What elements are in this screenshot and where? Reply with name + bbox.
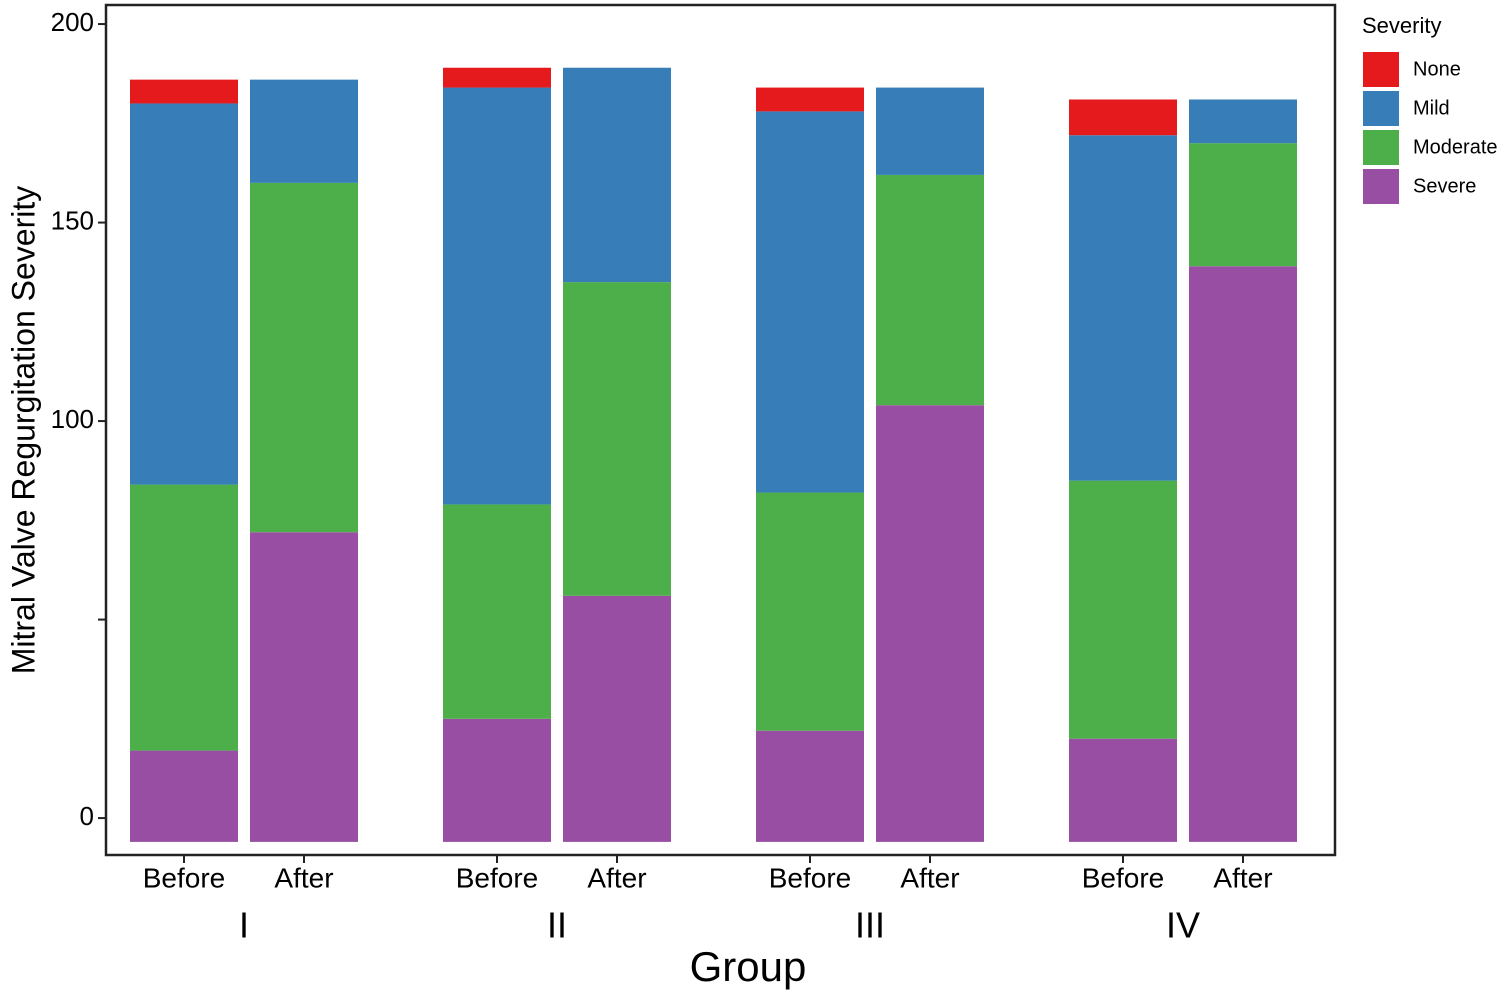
bar-segment [250, 79, 358, 183]
legend-label: Severe [1413, 175, 1476, 197]
x-tick-label: Before [769, 862, 852, 893]
bar-segment [443, 718, 551, 842]
panel-border [104, 3, 1337, 857]
bar-segment [1069, 738, 1177, 842]
legend-label: Mild [1413, 97, 1450, 119]
bar-segment [1189, 99, 1297, 144]
bar-segment [443, 67, 551, 88]
x-tick-label: Before [143, 862, 226, 893]
legend-label: Moderate [1413, 136, 1498, 158]
bar-segment [563, 67, 671, 283]
bar-segment [756, 492, 864, 731]
bar-segment [1189, 143, 1297, 267]
x-tick-label: After [274, 862, 333, 893]
group-label: IV [1166, 905, 1200, 946]
x-tick-label: After [900, 862, 959, 893]
x-tick-label: Before [1082, 862, 1165, 893]
y-tick-label: 200 [51, 7, 94, 37]
x-axis-title: Group [690, 943, 807, 990]
bar-segment [876, 174, 984, 406]
x-tick-label: After [587, 862, 646, 893]
bar-segment [130, 750, 238, 842]
bar-segment [1189, 266, 1297, 842]
y-tick-label: 0 [80, 801, 94, 831]
legend-title: Severity [1362, 13, 1441, 38]
bar-segment [1069, 135, 1177, 481]
group-label: I [239, 905, 249, 946]
legend-key [1363, 169, 1399, 204]
legend-key [1363, 52, 1399, 87]
bar-segment [876, 87, 984, 175]
bar-segment [756, 111, 864, 493]
bar-segment [876, 405, 984, 842]
bar-segment [1069, 99, 1177, 136]
y-axis-title: Mitral Valve Regurgitation Severity [5, 186, 41, 675]
legend-key [1363, 130, 1399, 165]
bar-segment [563, 282, 671, 596]
bar-segment [130, 103, 238, 485]
bar-segment [130, 79, 238, 104]
bar-segment [443, 504, 551, 719]
group-label: III [855, 905, 885, 946]
bar-segment [250, 532, 358, 842]
bar-segment [130, 484, 238, 751]
bar-segment [250, 182, 358, 533]
bar-segment [563, 595, 671, 842]
y-tick-label: 150 [51, 205, 94, 235]
legend-label: None [1413, 58, 1461, 80]
x-tick-label: Before [456, 862, 539, 893]
x-tick-label: After [1213, 862, 1272, 893]
legend-key [1363, 91, 1399, 126]
y-tick-label: 100 [51, 404, 94, 434]
bar-segment [756, 87, 864, 112]
bar-segment [1069, 480, 1177, 739]
bar-segment [443, 87, 551, 505]
bar-segment [756, 730, 864, 842]
group-label: II [547, 905, 567, 946]
